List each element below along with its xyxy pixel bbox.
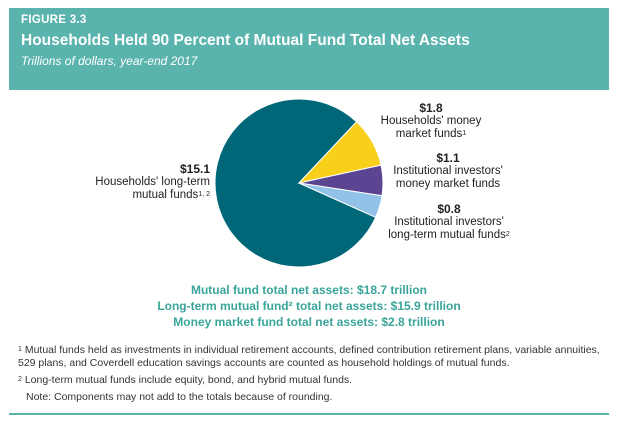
figure-header: FIGURE 3.3 Households Held 90 Percent of… [9,8,609,90]
slice-label-line: money market funds [395,178,501,190]
footnote-text: Mutual funds held as investments in indi… [18,344,600,369]
footnotes: 1 Mutual funds held as investments in in… [18,344,603,404]
pie-slice [298,182,383,218]
pie-chart [214,98,384,268]
slice-label-line: Institutional investors' [393,165,503,177]
slice-label-line: Institutional investors' [394,216,504,228]
figure-label: FIGURE 3.3 [21,14,87,26]
slice-value: $0.8 [437,202,461,216]
footnote-mark: 1 [18,346,22,353]
slice-value: $15.1 [179,162,210,176]
footnote-2: 2 Long-term mutual funds include equity,… [18,374,603,387]
bottom-rule [9,413,609,415]
footnote-1: 1 Mutual funds held as investments in in… [18,344,603,370]
slice-label-line: long-term mutual funds [388,229,506,241]
pie-slice [214,98,377,268]
slice-value: $1.8 [419,101,443,115]
slice-label-institutional-long-term: $0.8 Institutional investors' long-term … [375,203,523,242]
footnote-ref: 2 [505,231,510,238]
slice-label-line: market funds [395,128,463,140]
chart-subtitle: Trillions of dollars, year-end 2017 [21,54,198,68]
footnote-ref: 1, 2 [198,191,210,198]
footnote-ref: 1 [462,130,467,137]
slice-label-line: mutual funds [132,189,199,201]
slice-label-households-money-market: $1.8 Households' money market funds1 [366,102,496,141]
footnote-text: Long-term mutual funds include equity, b… [24,374,353,386]
footnote-mark: 2 [18,376,22,383]
rounding-note: Note: Components may not add to the tota… [26,391,333,403]
slice-label-line: Households' long-term [95,176,210,188]
total-money-market: Money market fund total net assets: $2.8… [173,315,445,329]
chart-title: Households Held 90 Percent of Mutual Fun… [21,32,470,49]
slice-value: $1.1 [436,151,460,165]
slice-label-line: Households' money [380,115,482,127]
slice-label-households-long-term: $15.1 Households' long-term mutual funds… [78,163,210,202]
totals-block: Mutual fund total net assets: $18.7 tril… [9,282,609,330]
total-long-term: Long-term mutual fund² total net assets:… [157,299,461,313]
slice-label-institutional-money-market: $1.1 Institutional investors' money mark… [383,152,513,191]
total-mutual-fund: Mutual fund total net assets: $18.7 tril… [190,283,428,297]
